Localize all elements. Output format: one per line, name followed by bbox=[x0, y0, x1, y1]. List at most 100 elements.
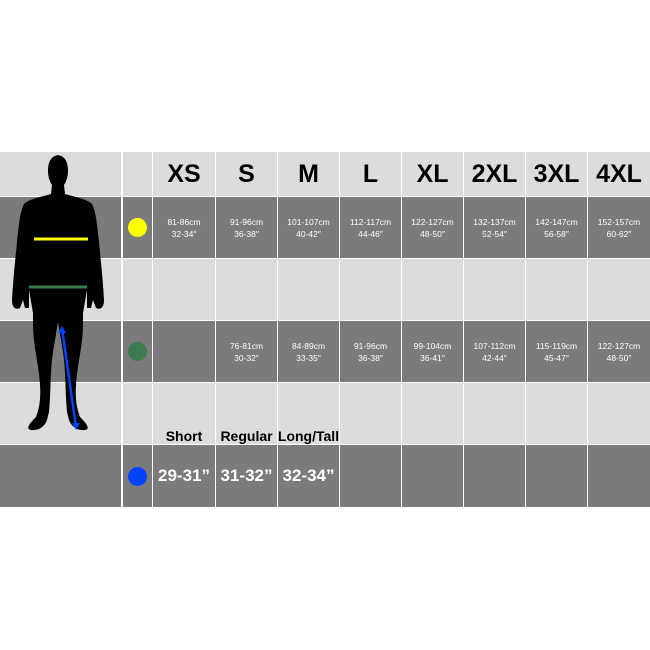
chest-value: 32-34″ bbox=[171, 228, 197, 239]
chest-value: 44-46″ bbox=[358, 228, 383, 239]
inseam-label: Long/Tall bbox=[277, 428, 340, 444]
cell bbox=[526, 445, 587, 507]
waist-value: 42-44″ bbox=[482, 352, 507, 363]
cell: 107-112cm 42-44″ bbox=[464, 321, 525, 382]
waist-value: 36-38″ bbox=[358, 352, 383, 363]
chest-value: 81-86cm bbox=[167, 216, 201, 227]
cell bbox=[216, 383, 277, 444]
cell bbox=[153, 259, 215, 320]
cell bbox=[123, 259, 152, 320]
cell bbox=[526, 383, 587, 444]
cell bbox=[278, 259, 339, 320]
cell: 2XL bbox=[464, 152, 525, 196]
cell: 76-81cm 30-32″ bbox=[216, 321, 277, 382]
cell: 122-127cm 48-50″ bbox=[402, 197, 463, 258]
inseam-arrow bbox=[60, 327, 78, 428]
waist-value: 122-127cm bbox=[597, 340, 641, 351]
cell: 29-31” bbox=[153, 445, 215, 507]
waist-value: 30-32″ bbox=[234, 352, 259, 363]
cell bbox=[588, 445, 650, 507]
cell bbox=[123, 152, 152, 196]
inseam-value: 32-34” bbox=[282, 466, 335, 485]
cell bbox=[0, 445, 121, 507]
cell bbox=[402, 383, 463, 444]
cell: S bbox=[216, 152, 277, 196]
chest-value: 112-117cm bbox=[349, 216, 392, 227]
size-header: L bbox=[362, 159, 379, 188]
cell: 142-147cm 56-58″ bbox=[526, 197, 587, 258]
waist-value: 107-112cm bbox=[473, 340, 516, 351]
cell bbox=[588, 259, 650, 320]
inseam-value: 29-31” bbox=[158, 466, 210, 485]
waist-value: 36-41″ bbox=[420, 352, 445, 363]
chest-value: 36-38″ bbox=[234, 228, 259, 239]
cell bbox=[216, 259, 277, 320]
chest-value: 48-50″ bbox=[420, 228, 445, 239]
cell bbox=[153, 383, 215, 444]
cell bbox=[464, 259, 525, 320]
cell bbox=[340, 445, 401, 507]
cell: XL bbox=[402, 152, 463, 196]
body-silhouette-icon bbox=[12, 155, 104, 431]
chest-value: 40-42″ bbox=[296, 228, 321, 239]
chest-value: 56-58″ bbox=[544, 228, 569, 239]
waist-value: 84-89cm bbox=[291, 340, 326, 351]
cell: 132-137cm 52-54″ bbox=[464, 197, 525, 258]
size-header: 3XL bbox=[533, 159, 580, 188]
cell bbox=[0, 383, 121, 444]
cell: 32-34” bbox=[278, 445, 339, 507]
chest-dot-icon bbox=[128, 218, 147, 237]
chest-value: 91-96cm bbox=[229, 216, 264, 227]
cell: 115-119cm 45-47″ bbox=[526, 321, 587, 382]
chest-value: 122-127cm bbox=[411, 216, 454, 227]
cell bbox=[340, 383, 401, 444]
inseam-label: Regular bbox=[220, 428, 273, 444]
cell: 101-107cm 40-42″ bbox=[278, 197, 339, 258]
cell bbox=[464, 445, 525, 507]
cell bbox=[340, 259, 401, 320]
cell: 91-96cm 36-38″ bbox=[216, 197, 277, 258]
size-header: XL bbox=[416, 159, 449, 188]
cell: 112-117cm 44-46″ bbox=[340, 197, 401, 258]
cell: M bbox=[278, 152, 339, 196]
chest-value: 152-157cm bbox=[597, 216, 641, 227]
cell bbox=[402, 259, 463, 320]
size-header: S bbox=[238, 159, 255, 188]
inseam-dot-icon bbox=[128, 466, 147, 486]
inseam-value: 31-32” bbox=[220, 466, 273, 485]
size-header: 2XL bbox=[471, 159, 518, 188]
chest-value: 60-62″ bbox=[606, 228, 632, 239]
cell: 31-32” bbox=[216, 445, 277, 507]
cell: XS bbox=[153, 152, 215, 196]
cell bbox=[526, 259, 587, 320]
chest-dot-icon bbox=[123, 197, 152, 258]
waist-dot-icon bbox=[123, 321, 152, 382]
cell bbox=[464, 383, 525, 444]
waist-value: 48-50″ bbox=[606, 352, 632, 363]
inseam-label: Short bbox=[165, 428, 203, 444]
chest-value: 52-54″ bbox=[482, 228, 507, 239]
cell: 81-86cm 32-34″ bbox=[153, 197, 215, 258]
cell bbox=[153, 321, 215, 382]
cell bbox=[402, 445, 463, 507]
waist-value: 99-104cm bbox=[413, 340, 452, 351]
chest-value: 142-147cm bbox=[535, 216, 578, 227]
cell: L bbox=[340, 152, 401, 196]
size-header: XS bbox=[167, 159, 201, 188]
cell: 3XL bbox=[526, 152, 587, 196]
cell: 4XL bbox=[588, 152, 650, 196]
cell: 84-89cm 33-35″ bbox=[278, 321, 339, 382]
cell: 91-96cm 36-38″ bbox=[340, 321, 401, 382]
waist-value: 33-35″ bbox=[296, 352, 321, 363]
waist-value: 91-96cm bbox=[353, 340, 388, 351]
inseam-dot-icon bbox=[123, 445, 152, 507]
cell: 152-157cm 60-62″ bbox=[588, 197, 650, 258]
chest-value: 132-137cm bbox=[473, 216, 516, 227]
size-header: 4XL bbox=[596, 159, 642, 188]
waist-value: 45-47″ bbox=[544, 352, 569, 363]
waist-value: 76-81cm bbox=[229, 340, 264, 351]
cell bbox=[278, 383, 339, 444]
waist-value: 115-119cm bbox=[535, 340, 578, 351]
waist-dot-icon bbox=[128, 342, 147, 361]
cell bbox=[123, 383, 152, 444]
